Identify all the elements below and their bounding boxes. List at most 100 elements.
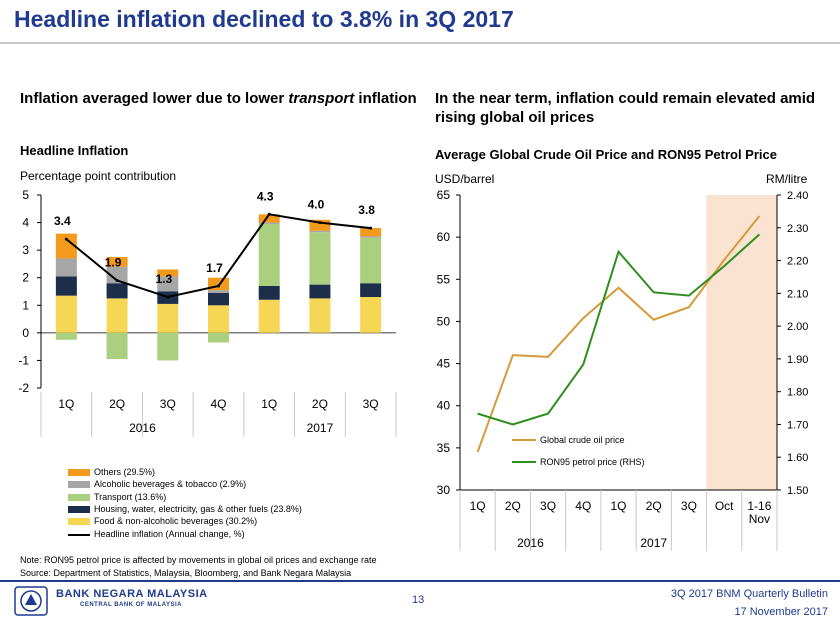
bar-segment xyxy=(55,233,77,259)
year-group-label: 2017 xyxy=(640,536,667,550)
left-y-tick-label: 55 xyxy=(437,272,451,286)
data-label: 4.0 xyxy=(308,198,325,212)
bnm-logo-icon xyxy=(14,586,48,616)
right-chart-ylabel-right: RM/litre xyxy=(766,172,808,186)
bank-name: BANK NEGARA MALAYSIA xyxy=(56,588,208,600)
legend-swatch xyxy=(68,493,90,501)
note-text: Note: RON95 petrol price is affected by … xyxy=(20,555,377,565)
x-tick-label: 2Q xyxy=(646,499,662,513)
legend-label: Housing, water, electricity, gas & other… xyxy=(94,503,302,514)
right-y-tick-label: 2.20 xyxy=(787,256,808,268)
bar-segment xyxy=(360,237,382,284)
bar-segment xyxy=(360,236,382,238)
title-divider xyxy=(0,42,840,44)
left-y-tick-label: 40 xyxy=(437,399,451,413)
bar-segment xyxy=(258,299,280,333)
data-label: 1.3 xyxy=(155,272,172,286)
right-chart-title: Average Global Crude Oil Price and RON95… xyxy=(435,147,777,162)
x-tick-label: 1Q xyxy=(470,499,486,513)
left-subtitle-part-c: inflation xyxy=(354,90,417,107)
x-tick-label: 2Q xyxy=(109,397,125,411)
legend-label: Transport (13.6%) xyxy=(94,491,167,502)
right-panel-subtitle: In the near term, inflation could remain… xyxy=(435,90,816,126)
right-y-tick-label: 1.50 xyxy=(787,485,808,497)
right-y-tick-label: 2.00 xyxy=(787,321,808,333)
bar-segment xyxy=(309,219,331,231)
series-line xyxy=(477,233,761,426)
bar-segment xyxy=(208,332,229,343)
headline-inflation-point xyxy=(369,226,373,230)
legend-swatch xyxy=(68,481,90,489)
left-subtitle-part-a: Inflation averaged lower due to lower xyxy=(20,90,289,107)
x-tick-label: Oct xyxy=(715,499,734,513)
data-label: 1.9 xyxy=(105,255,122,269)
highlight-band xyxy=(706,195,777,490)
bar-segment xyxy=(55,258,77,277)
footer-divider xyxy=(0,580,840,582)
legend-label: Headline inflation (Annual change, %) xyxy=(94,528,245,539)
data-label: 4.3 xyxy=(257,189,274,203)
y-tick-label: 1 xyxy=(22,298,29,312)
left-y-tick-label: 60 xyxy=(437,230,451,244)
headline-inflation-point xyxy=(166,295,170,299)
right-y-tick-label: 2.40 xyxy=(787,190,808,202)
bar-segment xyxy=(106,298,128,333)
bar-segment xyxy=(106,257,128,267)
left-subtitle-emphasis: transport xyxy=(288,90,355,107)
bar-segment xyxy=(258,222,280,224)
left-y-tick-label: 65 xyxy=(437,188,451,202)
bar-segment xyxy=(258,285,280,300)
bulletin-name: 3Q 2017 BNM Quarterly Bulletin xyxy=(670,588,828,600)
source-text: Source: Department of Statistics, Malays… xyxy=(20,568,352,578)
page-number: 13 xyxy=(412,594,425,606)
right-chart-ylabel-left: USD/barrel xyxy=(435,172,495,186)
right-y-tick-label: 1.90 xyxy=(787,354,808,366)
bank-subtitle: CENTRAL BANK OF MALAYSIA xyxy=(80,602,183,608)
x-tick-label: 1-16 xyxy=(747,499,771,513)
right-y-tick-label: 1.70 xyxy=(787,419,808,431)
left-panel-subtitle: Inflation averaged lower due to lower tr… xyxy=(20,89,420,108)
headline-inflation-point xyxy=(267,212,271,216)
left-chart-title: Headline Inflation xyxy=(20,143,129,158)
legend-swatch xyxy=(68,505,90,513)
right-y-tick-label: 2.30 xyxy=(787,223,808,235)
y-tick-label: 2 xyxy=(22,271,29,285)
bar-segment xyxy=(208,305,229,333)
slide-title: Headline inflation declined to 3.8% in 3… xyxy=(14,6,514,32)
legend-line-swatch xyxy=(68,533,90,536)
bar-segment xyxy=(55,295,77,333)
right-chart: 65 60 55 50 45 40 35 30 2.40 2.30 2.20 2.10 2.00 1.90… xyxy=(437,188,808,551)
y-tick-label: 5 xyxy=(22,188,29,202)
left-y-tick-label: 30 xyxy=(437,483,451,497)
right-y-tick-label: 2.10 xyxy=(787,288,808,300)
headline-inflation-point xyxy=(64,237,68,241)
bar-segment xyxy=(55,276,77,296)
data-label: 3.8 xyxy=(358,203,375,217)
bar-segment xyxy=(360,297,382,333)
year-group-label: 2017 xyxy=(307,421,334,435)
x-tick-label: 2Q xyxy=(505,499,521,513)
x-tick-label: 1Q xyxy=(58,397,74,411)
y-tick-label: 4 xyxy=(22,216,29,230)
x-tick-label: 2Q xyxy=(312,397,328,411)
bar-segment xyxy=(309,298,331,333)
y-tick-label: -1 xyxy=(18,353,29,367)
left-y-tick-label: 50 xyxy=(437,314,451,328)
x-tick-label: 3Q xyxy=(363,397,379,411)
legend-label: RON95 petrol price (RHS) xyxy=(540,457,645,467)
bar-segment xyxy=(55,332,77,340)
legend-label: Alcoholic beverages & tobacco (2.9%) xyxy=(94,479,247,490)
y-tick-label: -2 xyxy=(18,381,29,395)
bar-segment xyxy=(106,332,128,360)
bar-segment xyxy=(309,284,331,299)
x-tick-label: 3Q xyxy=(160,397,176,411)
bar-segment xyxy=(258,214,280,223)
bar-segment xyxy=(157,303,179,333)
x-tick-label: 4Q xyxy=(210,397,226,411)
bar-segment xyxy=(106,266,128,284)
bar-segment xyxy=(309,230,331,233)
legend-label: Food & non-alcoholic beverages (30.2%) xyxy=(94,516,258,527)
legend-label: Others (29.5%) xyxy=(94,467,156,477)
x-tick-label: 4Q xyxy=(575,499,591,513)
left-y-tick-label: 45 xyxy=(437,357,451,371)
